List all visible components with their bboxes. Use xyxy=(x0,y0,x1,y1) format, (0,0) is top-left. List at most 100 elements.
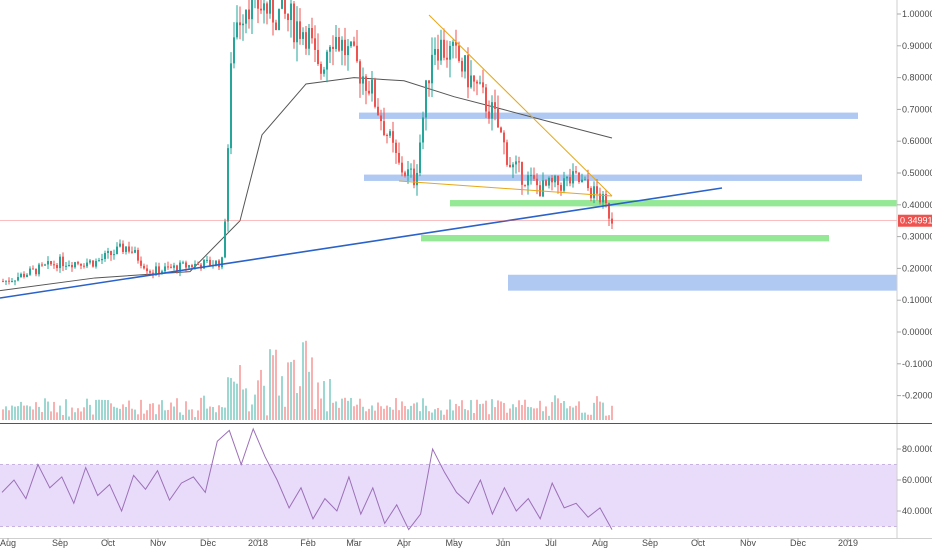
candle-body xyxy=(545,180,547,186)
volume-bar xyxy=(170,402,172,420)
candle-body xyxy=(563,178,565,191)
candle-body xyxy=(203,259,205,269)
x-tick-label: Jul xyxy=(545,538,557,548)
volume-bar xyxy=(560,403,562,420)
candle-body xyxy=(341,39,343,51)
candle-body xyxy=(551,177,553,183)
candle-body xyxy=(467,55,469,88)
candle-body xyxy=(383,121,385,135)
candle-body xyxy=(581,179,583,183)
candle-body xyxy=(350,41,352,47)
candle-body xyxy=(443,39,445,58)
y-tick-label: 1.00000 xyxy=(902,9,932,19)
candle-body xyxy=(518,161,520,163)
volume-bar xyxy=(422,398,424,420)
moving-average-line xyxy=(0,77,613,292)
volume-bar xyxy=(482,403,484,420)
volume-bar xyxy=(260,369,262,420)
volume-bar xyxy=(83,407,85,420)
volume-bar xyxy=(38,406,40,420)
volume-bar xyxy=(140,399,142,420)
volume-bar xyxy=(284,406,286,420)
volume-bar xyxy=(305,340,307,420)
candle-body xyxy=(131,251,133,253)
volume-bar xyxy=(479,404,481,420)
candle-body xyxy=(458,45,460,61)
candle-body xyxy=(317,49,319,64)
candle-body xyxy=(5,280,7,282)
volume-bar xyxy=(290,362,292,420)
candle-body xyxy=(344,39,346,56)
candle-body xyxy=(434,49,436,55)
candle-body xyxy=(335,36,337,49)
candle-body xyxy=(38,264,40,275)
candle-body xyxy=(578,172,580,183)
volume-bar xyxy=(374,410,376,420)
volume-bar xyxy=(266,415,268,420)
volume-bar xyxy=(80,411,82,420)
volume-bar xyxy=(92,414,94,420)
candle-body xyxy=(104,252,106,259)
volume-bar xyxy=(20,401,22,420)
volume-bar xyxy=(395,398,397,420)
volume-bar xyxy=(497,400,499,420)
candle-body xyxy=(311,27,313,39)
volume-bar xyxy=(47,401,49,420)
volume-bar xyxy=(293,359,295,420)
candle-body xyxy=(395,142,397,153)
candle-body xyxy=(608,203,610,219)
volume-bar xyxy=(32,409,34,420)
candle-body xyxy=(605,194,607,204)
volume-bar xyxy=(248,411,250,420)
volume-bar xyxy=(494,407,496,420)
volume-bar xyxy=(338,407,340,420)
candle-body xyxy=(44,264,46,266)
candle-body xyxy=(230,63,232,149)
volume-bar xyxy=(557,398,559,420)
candle-body xyxy=(431,54,433,84)
volume-bar xyxy=(299,386,301,420)
volume-bar xyxy=(509,408,511,420)
candle-body xyxy=(377,106,379,116)
volume-bar xyxy=(551,402,553,420)
candle-body xyxy=(332,46,334,49)
candle-body xyxy=(233,37,235,64)
candle-body xyxy=(500,127,502,133)
volume-bar xyxy=(473,413,475,420)
candle-body xyxy=(413,168,415,186)
y-tick-label: -0.20000 xyxy=(902,391,932,401)
volume-bar xyxy=(86,398,88,420)
volume-bar xyxy=(527,406,529,420)
candle-body xyxy=(140,260,142,266)
volume-bar xyxy=(545,406,547,420)
volume-bar xyxy=(461,400,463,420)
volume-bar xyxy=(65,399,67,420)
volume-bar xyxy=(167,409,169,420)
volume-bar xyxy=(539,400,541,420)
candle-body xyxy=(29,268,31,275)
candle-body xyxy=(320,63,322,74)
volume-bar xyxy=(206,408,208,420)
candle-body xyxy=(110,251,112,256)
candle-body xyxy=(371,79,373,94)
volume-bar xyxy=(512,404,514,420)
x-tick-label: May xyxy=(445,538,463,548)
volume-bar xyxy=(176,398,178,420)
candle-body xyxy=(191,265,193,268)
y-tick-label: -0.10000 xyxy=(902,359,932,369)
volume-bar xyxy=(377,402,379,420)
x-tick-label: 2018 xyxy=(248,538,268,548)
volume-bar xyxy=(533,408,535,420)
candle-body xyxy=(482,82,484,88)
volume-bar xyxy=(74,412,76,420)
candle-body xyxy=(449,45,451,60)
rsi-y-tick-label: 80.0000 xyxy=(902,444,932,454)
volume-bar xyxy=(341,398,343,420)
x-tick-label: Nov xyxy=(740,538,757,548)
candle-body xyxy=(452,41,454,46)
volume-bar xyxy=(212,407,214,420)
volume-bar xyxy=(164,410,166,420)
volume-bar xyxy=(29,406,31,420)
